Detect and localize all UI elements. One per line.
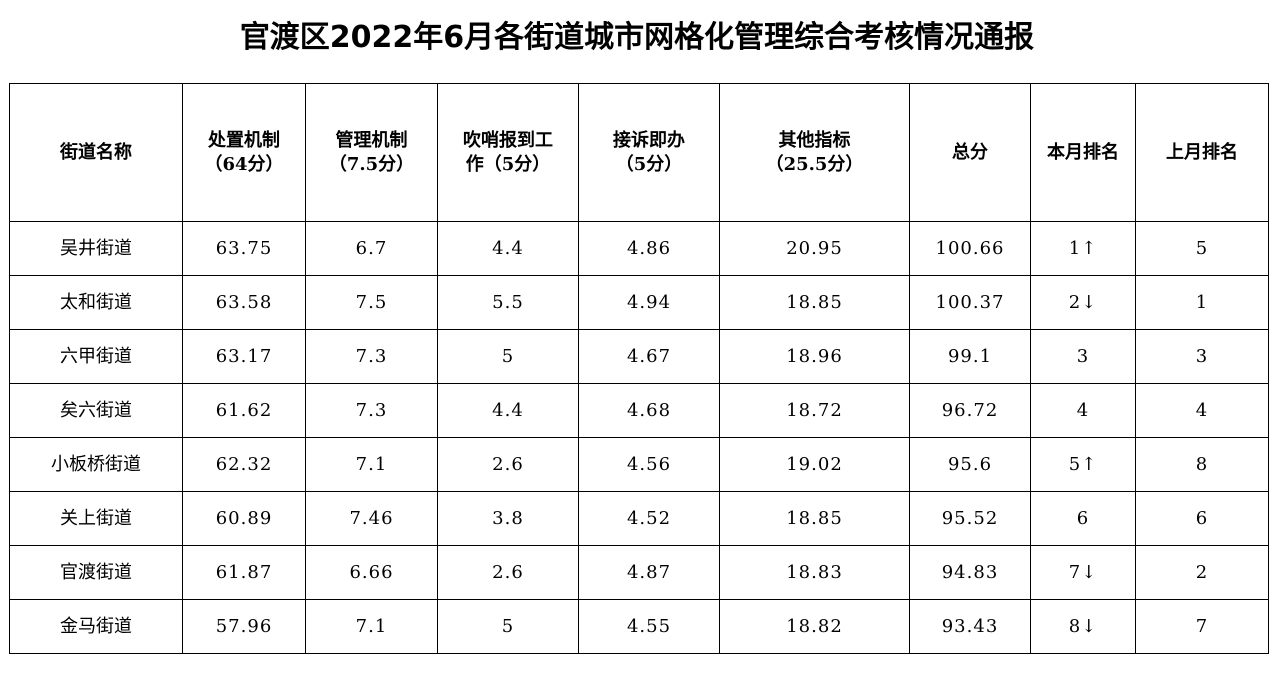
table-cell: 93.43 <box>909 599 1031 654</box>
table-cell: 4.4 <box>437 383 579 438</box>
table-cell: 4.87 <box>578 545 720 600</box>
table-cell: 2 <box>1135 545 1269 600</box>
street-name-cell: 六甲街道 <box>9 329 183 384</box>
table-cell: 1 <box>1135 275 1269 330</box>
header-cell: 上月排名 <box>1135 83 1269 222</box>
table-cell: 18.85 <box>719 491 910 546</box>
table-cell: 4.52 <box>578 491 720 546</box>
table-cell: 4 <box>1135 383 1269 438</box>
table-row: 太和街道 63.58 7.5 5.5 4.94 18.85 100.37 2↓ 1 <box>9 275 1269 330</box>
street-name-cell: 吴井街道 <box>9 221 183 276</box>
table-cell: 4.86 <box>578 221 720 276</box>
table-cell: 2↓ <box>1030 275 1136 330</box>
header-cell: 街道名称 <box>9 83 183 222</box>
street-name-cell: 关上街道 <box>9 491 183 546</box>
table-cell: 8↓ <box>1030 599 1136 654</box>
table-row: 吴井街道 63.75 6.7 4.4 4.86 20.95 100.66 1↑ 5 <box>9 221 1269 276</box>
table-cell: 3.8 <box>437 491 579 546</box>
table-cell: 6 <box>1135 491 1269 546</box>
table-cell: 5 <box>437 329 579 384</box>
table-cell: 57.96 <box>182 599 306 654</box>
table-cell: 4.68 <box>578 383 720 438</box>
table-cell: 94.83 <box>909 545 1031 600</box>
table-cell: 7.3 <box>305 329 438 384</box>
header-cell: 接诉即办 （5分） <box>578 83 720 222</box>
report-title: 官渡区2022年6月各街道城市网格化管理综合考核情况通报 <box>239 20 1035 55</box>
table-cell: 5.5 <box>437 275 579 330</box>
table-row: 小板桥街道 62.32 7.1 2.6 4.56 19.02 95.6 5↑ 8 <box>9 437 1269 492</box>
table-cell: 2.6 <box>437 437 579 492</box>
street-name-cell: 小板桥街道 <box>9 437 183 492</box>
table-cell: 100.66 <box>909 221 1031 276</box>
table-cell: 6.66 <box>305 545 438 600</box>
table-cell: 4.55 <box>578 599 720 654</box>
table-cell: 61.87 <box>182 545 306 600</box>
table-cell: 4 <box>1030 383 1136 438</box>
table-cell: 18.85 <box>719 275 910 330</box>
table-cell: 7.5 <box>305 275 438 330</box>
table-row: 六甲街道 63.17 7.3 5 4.67 18.96 99.1 3 3 <box>9 329 1269 384</box>
header-cell: 处置机制 （64分） <box>182 83 306 222</box>
table-cell: 19.02 <box>719 437 910 492</box>
table-cell: 18.72 <box>719 383 910 438</box>
header-cell: 其他指标 （25.5分） <box>719 83 910 222</box>
table-row: 金马街道 57.96 7.1 5 4.55 18.82 93.43 8↓ 7 <box>9 599 1269 654</box>
table-cell: 4.4 <box>437 221 579 276</box>
table-cell: 61.62 <box>182 383 306 438</box>
table-cell: 4.94 <box>578 275 720 330</box>
table-cell: 18.96 <box>719 329 910 384</box>
table-cell: 1↑ <box>1030 221 1136 276</box>
table-cell: 2.6 <box>437 545 579 600</box>
table-cell: 99.1 <box>909 329 1031 384</box>
table-cell: 60.89 <box>182 491 306 546</box>
table-cell: 7.1 <box>305 437 438 492</box>
table-body: 吴井街道 63.75 6.7 4.4 4.86 20.95 100.66 1↑ 5 太和街道 63.… <box>9 221 1269 654</box>
table-cell: 96.72 <box>909 383 1031 438</box>
table-cell: 4.67 <box>578 329 720 384</box>
table-cell: 95.6 <box>909 437 1031 492</box>
street-name-cell: 金马街道 <box>9 599 183 654</box>
street-name-cell: 太和街道 <box>9 275 183 330</box>
table-cell: 6.7 <box>305 221 438 276</box>
header-cell: 管理机制 （7.5分） <box>305 83 438 222</box>
table-header-row: 街道名称 处置机制 （64分） 管理机制 （7.5分） 吹哨报到工 作（5分） 接诉即… <box>9 83 1269 222</box>
table-cell: 18.83 <box>719 545 910 600</box>
table-row: 矣六街道 61.62 7.3 4.4 4.68 18.72 96.72 4 4 <box>9 383 1269 438</box>
table-cell: 7.3 <box>305 383 438 438</box>
table-cell: 4.56 <box>578 437 720 492</box>
header-cell: 总分 <box>909 83 1031 222</box>
assessment-table: 街道名称 处置机制 （64分） 管理机制 （7.5分） 吹哨报到工 作（5分） 接诉即… <box>9 83 1269 654</box>
table-cell: 20.95 <box>719 221 910 276</box>
header-cell: 本月排名 <box>1030 83 1136 222</box>
table-cell: 18.82 <box>719 599 910 654</box>
table-cell: 62.32 <box>182 437 306 492</box>
table-cell: 3 <box>1030 329 1136 384</box>
table-row: 关上街道 60.89 7.46 3.8 4.52 18.85 95.52 6 6 <box>9 491 1269 546</box>
table-cell: 3 <box>1135 329 1269 384</box>
table-cell: 63.58 <box>182 275 306 330</box>
table-cell: 5↑ <box>1030 437 1136 492</box>
table-cell: 7.46 <box>305 491 438 546</box>
table-cell: 63.17 <box>182 329 306 384</box>
table-cell: 100.37 <box>909 275 1031 330</box>
street-name-cell: 官渡街道 <box>9 545 183 600</box>
table-cell: 7 <box>1135 599 1269 654</box>
table-cell: 63.75 <box>182 221 306 276</box>
table-cell: 7↓ <box>1030 545 1136 600</box>
table-cell: 8 <box>1135 437 1269 492</box>
table-cell: 5 <box>1135 221 1269 276</box>
table-cell: 7.1 <box>305 599 438 654</box>
table-cell: 95.52 <box>909 491 1031 546</box>
header-cell: 吹哨报到工 作（5分） <box>437 83 579 222</box>
table-cell: 6 <box>1030 491 1136 546</box>
table-row: 官渡街道 61.87 6.66 2.6 4.87 18.83 94.83 7↓ 2 <box>9 545 1269 600</box>
street-name-cell: 矣六街道 <box>9 383 183 438</box>
table-cell: 5 <box>437 599 579 654</box>
